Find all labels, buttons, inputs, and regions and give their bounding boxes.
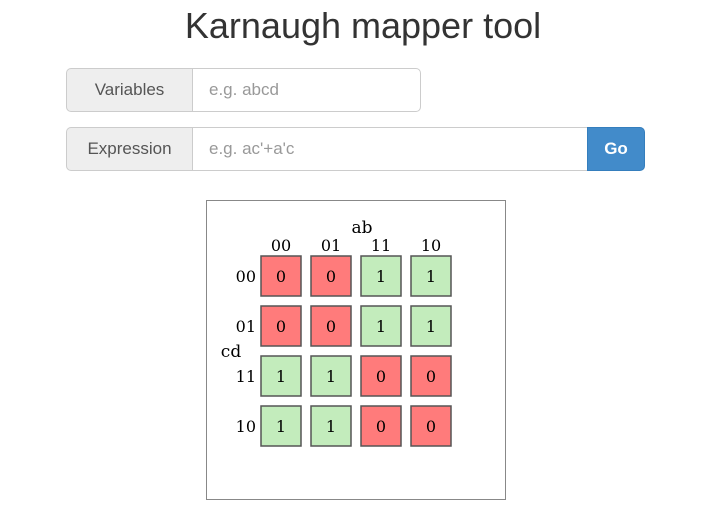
kmap-cell — [260, 255, 302, 297]
row-header: 00 — [236, 267, 256, 286]
kmap-cell-value: 1 — [276, 417, 286, 436]
kmap-cell-value: 1 — [376, 317, 386, 336]
expression-input[interactable] — [192, 127, 587, 171]
kmap-cell-value: 1 — [326, 417, 336, 436]
kmap-cell — [360, 305, 402, 347]
kmap-cell-value: 0 — [376, 417, 386, 436]
column-variable-label: ab — [351, 218, 372, 238]
row-header: 11 — [236, 367, 256, 386]
page-title: Karnaugh mapper tool — [184, 5, 542, 46]
row-variable-label: cd — [221, 342, 242, 362]
kmap-cell — [310, 405, 352, 447]
kmap-cell — [260, 405, 302, 447]
kmap-cell — [410, 355, 452, 397]
kmap-cell-value: 1 — [276, 367, 286, 386]
kmap-cell — [360, 255, 402, 297]
kmap-cell-value: 0 — [276, 267, 286, 286]
kmap-cell — [260, 305, 302, 347]
kmap-cell-value: 0 — [276, 317, 286, 336]
kmap-cell — [310, 355, 352, 397]
row-header: 01 — [236, 317, 256, 336]
variables-label: Variables — [66, 68, 192, 112]
kmap-cell — [360, 405, 402, 447]
kmap-cell — [410, 305, 452, 347]
expression-label: Expression — [66, 127, 192, 171]
variables-input[interactable] — [192, 68, 421, 112]
kmap-cell-value: 1 — [376, 267, 386, 286]
go-button[interactable]: Go — [587, 127, 645, 171]
column-header: 01 — [321, 236, 341, 255]
kmap-cell-value: 0 — [426, 367, 436, 386]
kmap-cell-value: 0 — [376, 367, 386, 386]
kmap-cell-value: 0 — [426, 417, 436, 436]
karnaugh-map-panel: ab cd 00 01 11 10 00 01 11 10 0 0 1 1 0 0 1 1 1 1 0 0 1 1 0 0 — [206, 200, 506, 500]
variables-input-group: Variables — [66, 68, 421, 112]
kmap-cell-value: 0 — [326, 317, 336, 336]
row-header: 10 — [236, 417, 256, 436]
kmap-cell — [310, 305, 352, 347]
kmap-cell — [360, 355, 402, 397]
kmap-cell-value: 0 — [326, 267, 336, 286]
kmap-cell — [310, 255, 352, 297]
kmap-cell-value: 1 — [426, 317, 436, 336]
column-header: 00 — [271, 236, 291, 255]
kmap-cell — [410, 255, 452, 297]
kmap-cell — [410, 405, 452, 447]
expression-input-group: Expression Go — [66, 127, 645, 171]
kmap-cell-value: 1 — [326, 367, 336, 386]
column-header: 11 — [371, 236, 391, 255]
column-header: 10 — [421, 236, 441, 255]
kmap-cell-value: 1 — [426, 267, 436, 286]
kmap-cell — [260, 355, 302, 397]
